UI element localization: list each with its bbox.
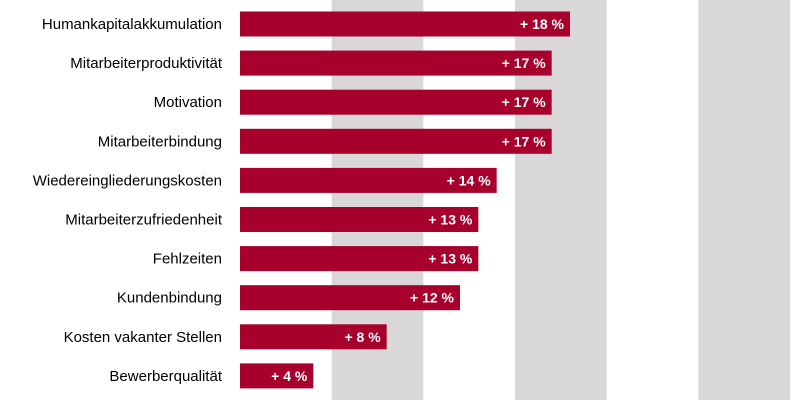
grid-band bbox=[698, 0, 790, 400]
value-label: + 8 % bbox=[344, 329, 381, 345]
value-label: + 14 % bbox=[447, 172, 492, 188]
category-label: Mitarbeiterbindung bbox=[98, 133, 222, 150]
bar bbox=[240, 285, 460, 311]
bar bbox=[240, 50, 552, 76]
bar bbox=[240, 207, 479, 232]
bar bbox=[240, 324, 387, 350]
category-label: Mitarbeiterzufriedenheit bbox=[65, 212, 223, 229]
value-label: + 17 % bbox=[502, 55, 547, 71]
value-label: + 12 % bbox=[410, 290, 455, 306]
category-label: Motivation bbox=[154, 94, 222, 111]
bar bbox=[240, 89, 552, 115]
category-label: Fehlzeiten bbox=[153, 251, 222, 268]
category-label: Mitarbeiterproduktivität bbox=[70, 55, 223, 72]
bar bbox=[240, 167, 497, 193]
category-label: Kosten vakanter Stellen bbox=[64, 329, 222, 346]
bar bbox=[240, 246, 479, 272]
value-label: + 17 % bbox=[502, 133, 547, 149]
category-label: Humankapitalakkumulation bbox=[42, 16, 222, 33]
bar bbox=[240, 11, 570, 37]
category-label: Kundenbindung bbox=[117, 290, 222, 307]
value-label: + 17 % bbox=[502, 94, 547, 110]
value-label: + 13 % bbox=[428, 212, 473, 228]
bar bbox=[240, 363, 314, 389]
value-label: + 18 % bbox=[520, 16, 565, 32]
value-label: + 13 % bbox=[428, 251, 473, 267]
bar bbox=[240, 128, 552, 154]
category-label: Bewerberqualität bbox=[109, 368, 222, 385]
value-label: + 4 % bbox=[271, 368, 308, 384]
category-label: Wiedereingliederungskosten bbox=[33, 172, 222, 189]
